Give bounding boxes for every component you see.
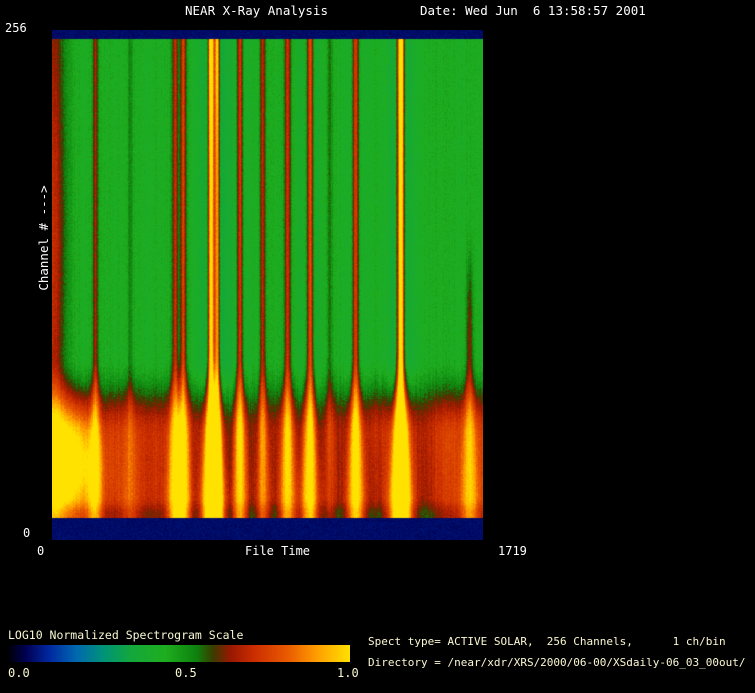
spect-type-info: Spect type= ACTIVE SOLAR, 256 Channels, … — [368, 636, 726, 648]
y-axis-min-label: 0 — [23, 527, 30, 540]
colorbar-tick-max: 1.0 — [337, 667, 359, 680]
y-axis-max-label: 256 — [5, 22, 27, 35]
spectrogram-heatmap — [52, 30, 483, 540]
x-axis-title: File Time — [245, 545, 310, 558]
colorbar-gradient — [8, 645, 350, 662]
colorbar-label: LOG10 Normalized Spectrogram Scale — [8, 629, 243, 642]
x-axis-min-label: 0 — [37, 545, 44, 558]
colorbar-tick-min: 0.0 — [8, 667, 30, 680]
colorbar-tick-mid: 0.5 — [175, 667, 197, 680]
x-axis-max-label: 1719 — [498, 545, 527, 558]
directory-info: Directory = /near/xdr/XRS/2000/06-00/XSd… — [368, 657, 746, 669]
near-xray-analysis-window: NEAR X-Ray Analysis Date: Wed Jun 6 13:5… — [0, 0, 755, 693]
page-title: NEAR X-Ray Analysis — [185, 4, 328, 18]
y-axis-title: Channel # ---> — [37, 185, 51, 290]
date-label: Date: Wed Jun 6 13:58:57 2001 — [420, 4, 646, 18]
